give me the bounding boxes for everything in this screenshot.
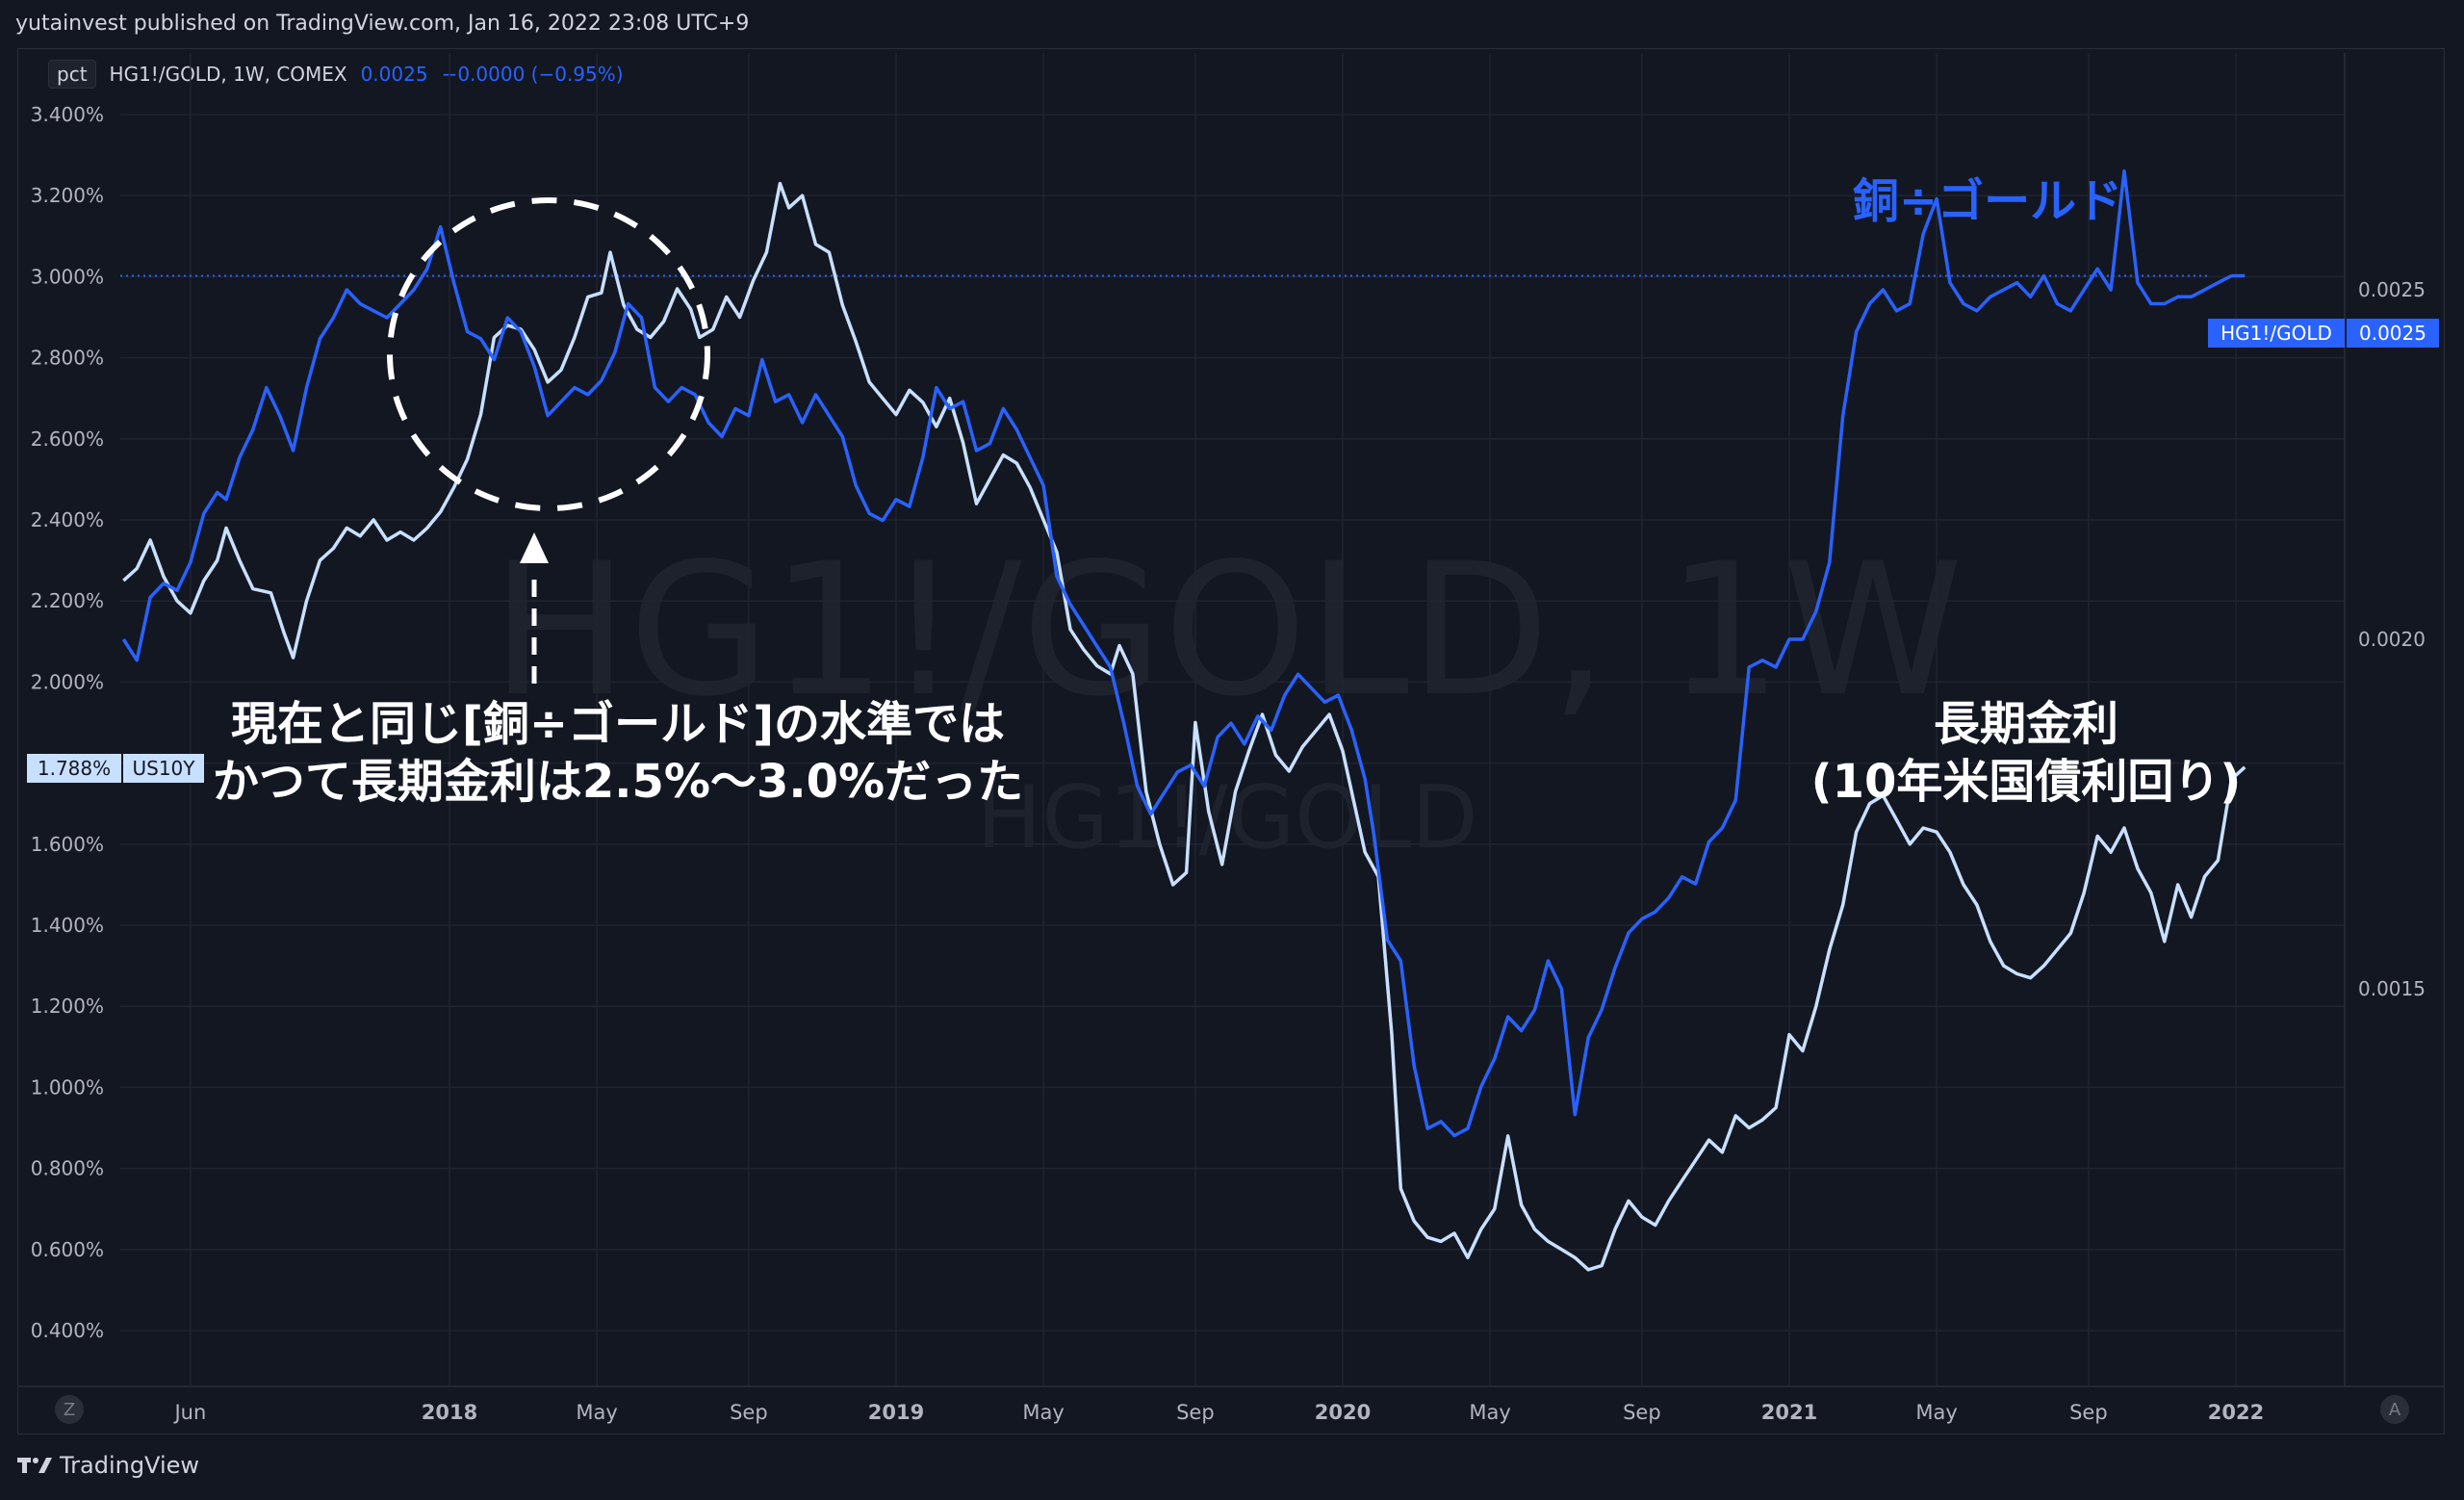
tradingview-logo-icon (17, 1458, 52, 1473)
scale-pct-button[interactable]: pct (48, 60, 96, 89)
auto-scale-toggle[interactable]: A (2380, 1395, 2409, 1424)
publish-caption: yutainvest published on TradingView.com,… (15, 12, 750, 36)
chart-legend: pct HG1!/GOLD, 1W, COMEX 0.0025 −0.0000 … (48, 60, 624, 89)
legend-change: −0.0000 (−0.95%) (441, 63, 624, 86)
legend-value: 0.0025 (360, 63, 428, 86)
tradingview-logo[interactable]: TradingView (17, 1452, 199, 1479)
log-scale-toggle[interactable]: Z (55, 1395, 84, 1424)
legend-symbol[interactable]: HG1!/GOLD, 1W, COMEX (109, 63, 347, 86)
tradingview-brand: TradingView (60, 1452, 200, 1479)
chart-frame (17, 48, 2445, 1435)
